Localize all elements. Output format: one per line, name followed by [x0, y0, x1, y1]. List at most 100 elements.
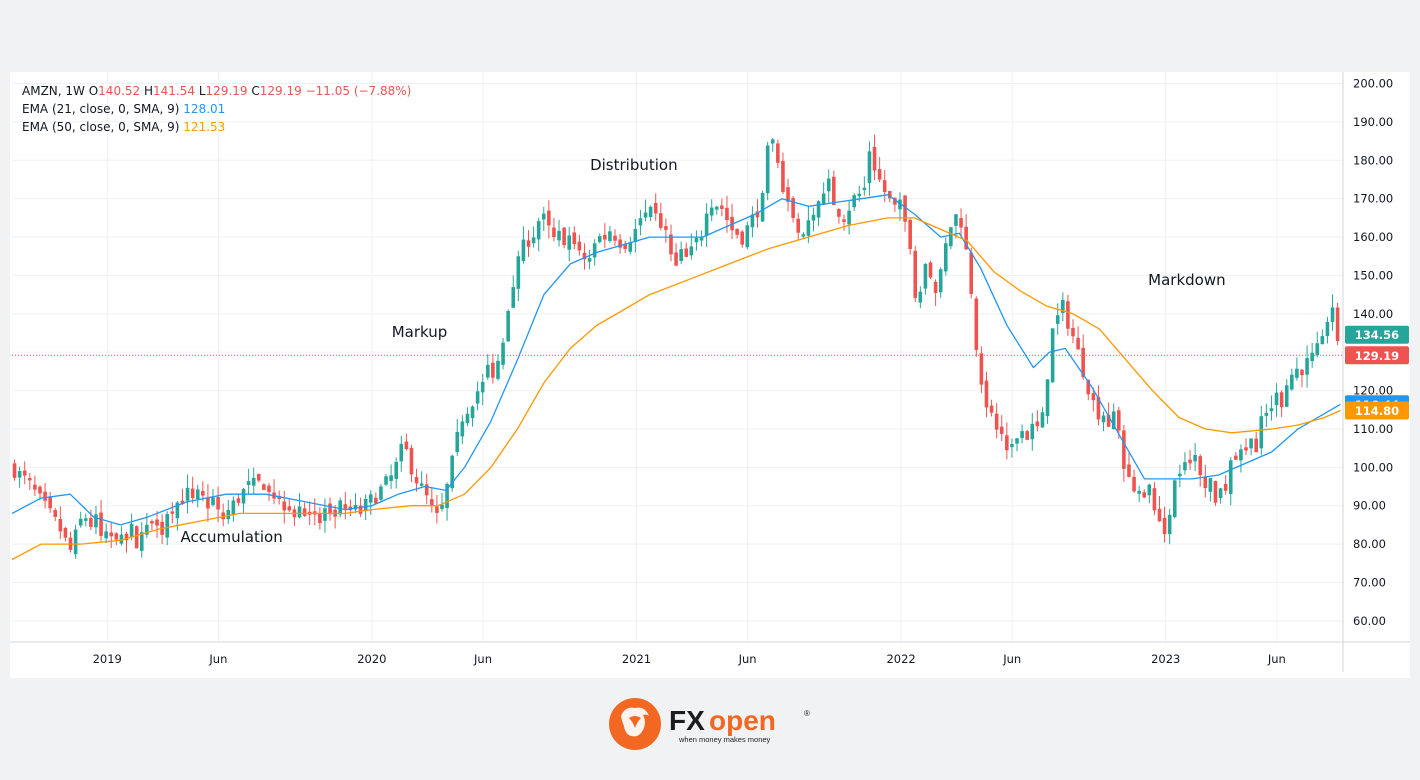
candle-up — [129, 523, 134, 537]
candle-down — [1223, 483, 1228, 491]
candle-down — [414, 477, 419, 484]
candle-down — [89, 518, 93, 527]
candle-up — [1193, 454, 1197, 462]
candle-down — [1142, 492, 1147, 498]
candle-up — [450, 455, 454, 489]
price-tag — [1345, 346, 1409, 365]
candle-down — [1335, 307, 1340, 341]
candle-up — [363, 498, 368, 511]
candle-down — [653, 203, 658, 214]
candle-down — [1132, 476, 1136, 492]
candle-down — [1203, 476, 1208, 488]
candle-up — [597, 236, 602, 243]
price-tag — [1345, 401, 1409, 420]
high-value: 141.54 — [153, 84, 196, 98]
candle-up — [801, 234, 806, 237]
time-tick-label: Jun — [1267, 652, 1286, 666]
fxopen-logo-graphic: FX open ® when money makes money — [609, 698, 810, 750]
candle-up — [465, 413, 470, 424]
candle-down — [358, 505, 363, 514]
candle-up — [389, 475, 393, 481]
candle-up — [496, 360, 500, 379]
price-tick-label: 100.00 — [1353, 460, 1393, 474]
candle-down — [257, 474, 261, 481]
candle-up — [608, 231, 612, 242]
candle-down — [38, 486, 42, 494]
candle-up — [1137, 490, 1141, 494]
candle-down — [1066, 301, 1070, 329]
candle-down — [318, 513, 322, 523]
candle-down — [989, 405, 994, 413]
candle-up — [119, 534, 124, 544]
time-tick-label: Jun — [738, 652, 757, 666]
candle-down — [1300, 369, 1304, 376]
candle-down — [526, 240, 531, 247]
candle-down — [1071, 327, 1075, 337]
candle-up — [241, 489, 246, 504]
candle-up — [1111, 411, 1116, 430]
candle-up — [470, 406, 475, 419]
candle-up — [104, 531, 108, 539]
candlestick-chart[interactable]: 200.00 190.00 180.00 170.00 160.00 150.00 140.… — [10, 72, 1410, 678]
price-tick-label: 60.00 — [1353, 614, 1386, 628]
candle-down — [1213, 480, 1218, 503]
candle-down — [114, 533, 119, 540]
candle-up — [516, 256, 521, 289]
ema50-row: EMA (50, close, 0, SMA, 9) 121.53 — [22, 118, 411, 136]
candle-up — [949, 227, 953, 247]
candle-down — [740, 231, 745, 245]
candle-up — [231, 500, 236, 515]
candle-down — [603, 234, 607, 240]
candle-up — [699, 236, 704, 241]
candle-up — [195, 489, 200, 499]
phase-annotation: Distribution — [590, 156, 678, 174]
time-tick-label: 2023 — [1151, 652, 1180, 666]
candle-down — [577, 241, 582, 251]
candle-down — [435, 506, 439, 513]
candle-down — [1279, 392, 1284, 408]
time-tick-label: Jun — [473, 652, 492, 666]
candle-down — [984, 380, 989, 408]
candle-up — [806, 220, 811, 236]
ema50-line — [11, 217, 1341, 561]
candle-up — [1061, 299, 1065, 313]
candle-down — [190, 488, 195, 499]
candle-down — [613, 235, 617, 241]
candle-up — [938, 269, 943, 293]
candle-down — [786, 187, 790, 202]
candle-down — [913, 250, 918, 298]
candle-up — [501, 342, 505, 365]
brand-tagline: when money makes money — [678, 735, 771, 744]
candle-down — [969, 252, 974, 294]
candle-up — [1295, 368, 1299, 378]
candle-up — [78, 518, 83, 526]
open-label: O — [88, 84, 99, 98]
candle-down — [1162, 517, 1167, 535]
candle-up — [643, 212, 648, 218]
candle-up — [1020, 431, 1024, 439]
phase-annotation: Markdown — [1148, 271, 1225, 289]
time-tick-label: 2021 — [622, 652, 651, 666]
candle-down — [755, 211, 760, 218]
candle-down — [618, 239, 622, 248]
candle-up — [1274, 392, 1279, 406]
candle-down — [842, 219, 846, 222]
candle-up — [338, 500, 343, 515]
candle-down — [99, 512, 103, 536]
candle-down — [837, 209, 841, 217]
candle-down — [1076, 337, 1080, 350]
candle-up — [485, 364, 490, 378]
candle-down — [58, 518, 63, 532]
candle-up — [704, 213, 709, 236]
candle-up — [628, 242, 633, 252]
candle-down — [22, 470, 27, 476]
candle-up — [445, 483, 449, 508]
candle-down — [424, 484, 429, 496]
candle-down — [1188, 459, 1192, 464]
chart-panel[interactable]: 200.00 190.00 180.00 170.00 160.00 150.00 140.… — [10, 72, 1410, 678]
candle-up — [1305, 358, 1309, 375]
price-tick-label: 80.00 — [1353, 537, 1386, 551]
ema21-row: EMA (21, close, 0, SMA, 9) 128.01 — [22, 100, 411, 118]
close-label: C — [251, 84, 260, 98]
open-value: 140.52 — [98, 84, 141, 98]
